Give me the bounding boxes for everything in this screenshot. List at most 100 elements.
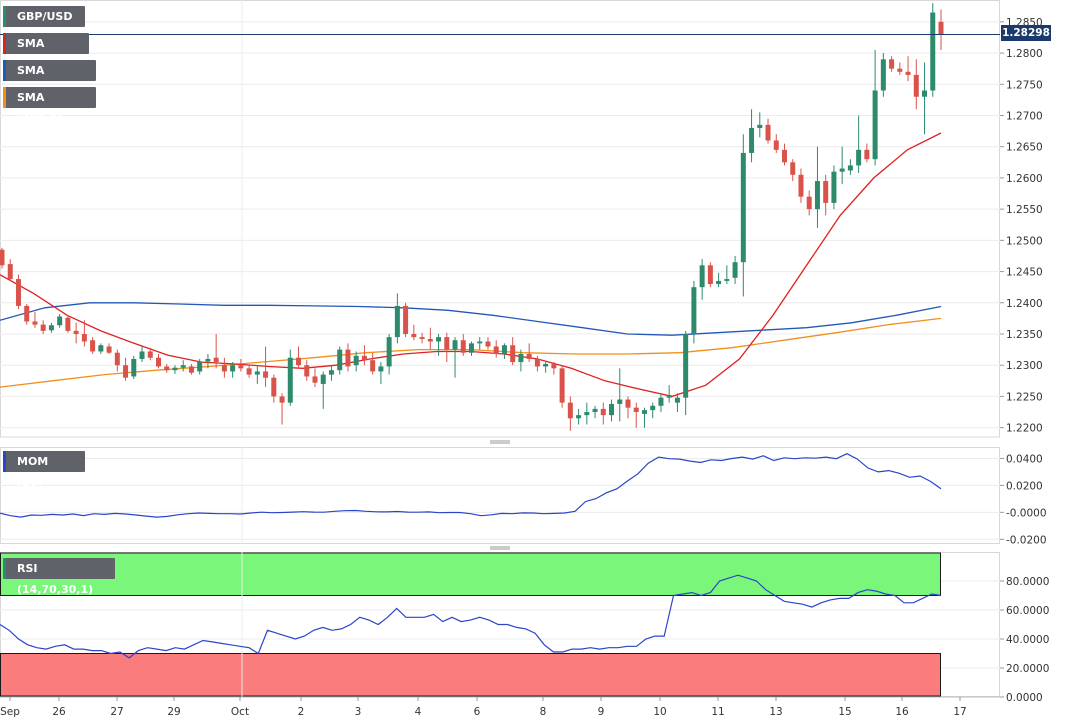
legend-swatch [3, 87, 6, 108]
price-tick-label: 1.2800 [1006, 48, 1043, 60]
candle-body [361, 355, 367, 361]
candle-body [230, 365, 236, 372]
legend-sma-100[interactable]: SMA (100,0) [3, 60, 96, 98]
candle-body [551, 363, 557, 369]
candle-body [913, 74, 919, 97]
mom-panel-frame [0, 447, 1000, 544]
legend-sma-20[interactable]: SMA (20,0) [3, 33, 89, 71]
candle-body [436, 337, 442, 342]
x-tick-label: 2 [298, 706, 305, 718]
price-tick-label: 1.2550 [1006, 204, 1043, 216]
candle-body [823, 181, 829, 203]
candle-body [469, 343, 474, 353]
x-tick-label: 10 [653, 706, 666, 718]
candle-body [188, 366, 194, 373]
legend-sma-200[interactable]: SMA (200,0) [3, 87, 96, 125]
candle-body [806, 196, 812, 210]
candle-body [246, 368, 252, 375]
price-tick-label: 1.2250 [1006, 391, 1043, 403]
legend-mom-label: MOM (20) [17, 455, 49, 489]
legend-swatch [3, 60, 6, 81]
candle-body [65, 317, 71, 331]
candle-body [328, 370, 334, 375]
candle-body [131, 358, 137, 377]
candle-body [238, 365, 244, 369]
legend-title[interactable]: GBP/USD [3, 6, 85, 27]
candle-body [831, 171, 837, 203]
candle-body [765, 124, 771, 141]
price-tick-label: 1.2450 [1006, 267, 1043, 279]
candle-body [57, 316, 63, 326]
x-tick-label: 29 [167, 706, 180, 718]
candle-body [353, 355, 359, 366]
candle-body [386, 337, 392, 367]
mom-tick-label: -0.0200 [1006, 534, 1047, 546]
candle-body [666, 395, 672, 398]
last-price-tag: 1.28298 [1001, 25, 1051, 41]
candle-body [814, 181, 820, 210]
candle-body [880, 59, 886, 91]
candle-body [73, 330, 79, 334]
candle-body [0, 249, 5, 266]
candle-body [510, 345, 516, 363]
candle-body [320, 374, 326, 384]
candle-body [650, 405, 656, 411]
candle-body [312, 376, 318, 383]
candle-body [773, 140, 779, 150]
candle-body [839, 168, 845, 172]
x-tick-label: Oct [231, 706, 249, 718]
candle-body [592, 408, 598, 413]
x-tick-label: 11 [711, 706, 724, 718]
candle-body [287, 357, 293, 403]
price-tick-label: 1.2400 [1006, 298, 1043, 310]
candle-body [123, 365, 129, 378]
candle-body [518, 353, 524, 363]
price-tick-label: 1.2700 [1006, 110, 1043, 122]
candle-body [197, 361, 203, 372]
candle-body [691, 287, 697, 334]
sma-100-line [0, 302, 942, 336]
candle-body [114, 352, 120, 366]
candle-body [403, 305, 409, 334]
x-tick-label: 15 [838, 706, 851, 718]
candle-body [263, 371, 269, 378]
rsi-tick-label: 0.0000 [1006, 692, 1043, 704]
mom-tick-label: 0.0400 [1006, 453, 1043, 465]
candle-body [707, 265, 713, 285]
price-tick-label: 1.2650 [1006, 142, 1043, 154]
candle-body [625, 399, 631, 408]
candle-body [864, 149, 870, 160]
candle-body [81, 333, 87, 342]
x-tick-label: 17 [953, 706, 966, 718]
legend-rsi[interactable]: RSI (14,70,30,1) [3, 558, 115, 596]
candle-body [394, 305, 400, 338]
candle-body [757, 124, 763, 128]
mom-tick-label: 0.0200 [1006, 480, 1043, 492]
mom-line [0, 453, 942, 518]
candle-body [180, 365, 186, 368]
candle-body [271, 377, 277, 397]
rsi-line [0, 574, 942, 659]
x-tick-label: 3 [355, 706, 362, 718]
candle-body [658, 397, 664, 406]
legend-mom[interactable]: MOM (20) [3, 451, 85, 489]
candle-body [213, 357, 219, 363]
candle-body [221, 365, 227, 372]
candle-body [740, 152, 746, 263]
candle-body [296, 357, 302, 366]
candle-body [419, 337, 425, 339]
candle-body [7, 264, 13, 280]
rsi-tick-label: 80.0000 [1006, 576, 1049, 588]
x-tick-label: 16 [895, 706, 909, 718]
candle-body [600, 408, 606, 416]
candle-body [304, 365, 310, 377]
candle-body [559, 368, 565, 403]
candle-body [485, 341, 491, 347]
x-tick-label: Sep [0, 706, 20, 718]
candle-body [782, 149, 787, 163]
candle-body [254, 371, 260, 375]
candle-body [345, 349, 351, 367]
candle-body [411, 333, 417, 338]
candle-body [872, 90, 878, 160]
